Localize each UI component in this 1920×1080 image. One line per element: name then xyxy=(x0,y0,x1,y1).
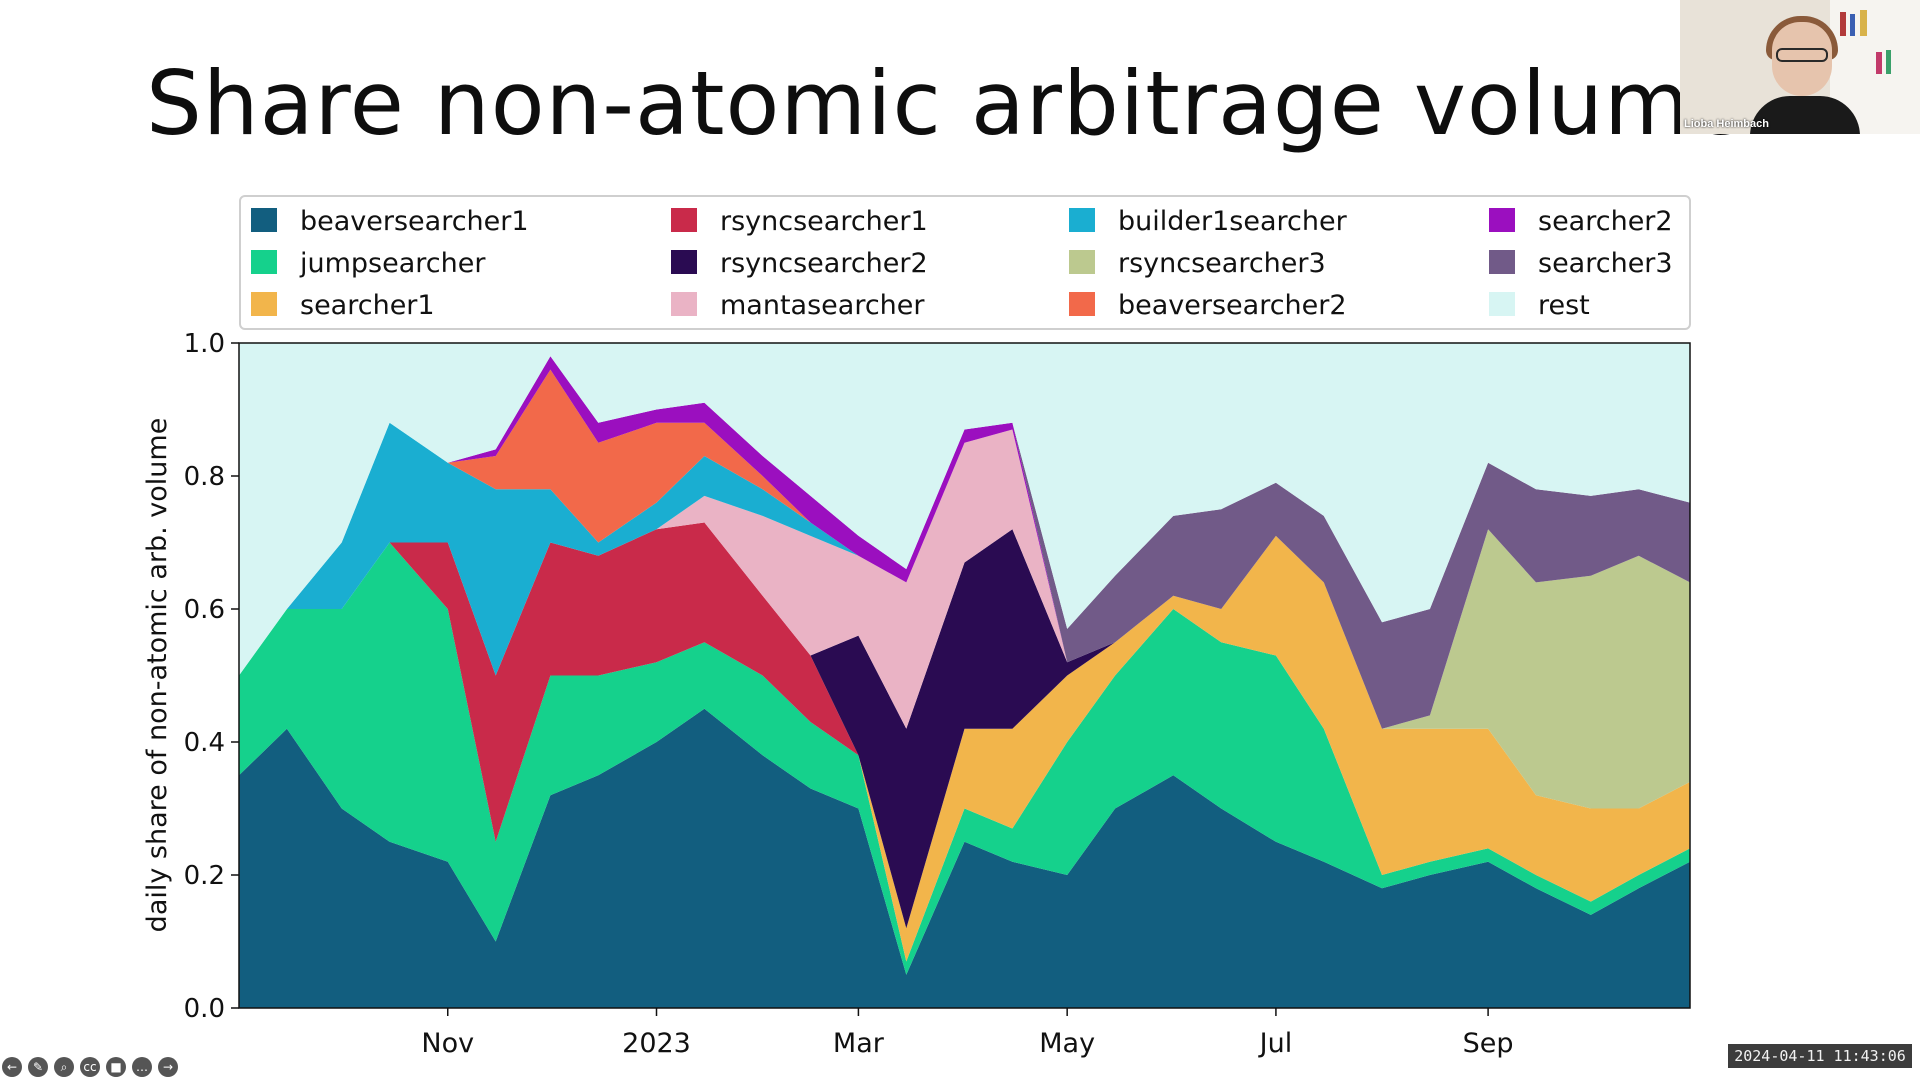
x-tick-label: Mar xyxy=(833,1028,885,1059)
legend-swatch-searcher1 xyxy=(251,292,277,316)
area-builder1searcher xyxy=(239,422,1690,809)
x-tick-label: Nov xyxy=(421,1028,474,1059)
y-tick-label: 1.0 xyxy=(184,329,225,359)
y-tick-label: 0.8 xyxy=(184,462,225,492)
legend-label-rsyncsearcher2: rsyncsearcher2 xyxy=(720,248,928,279)
webcam-video: Lioba Heimbach xyxy=(1680,0,1920,134)
area-rest xyxy=(239,343,1690,676)
area-mantasearcher xyxy=(239,429,1690,809)
legend-label-mantasearcher: mantasearcher xyxy=(720,290,925,321)
legend-label-beaversearcher2: beaversearcher2 xyxy=(1118,290,1347,321)
legend-swatch-rsyncsearcher3 xyxy=(1069,250,1095,274)
legend: beaversearcher1 jumpsearcher searcher1 rsyn… xyxy=(239,195,1691,330)
captions-icon[interactable]: cc xyxy=(80,1057,100,1077)
x-tick-label: Jul xyxy=(1258,1028,1293,1059)
back-arrow-icon[interactable]: ← xyxy=(2,1057,22,1077)
timestamp: 2024-04-11 11:43:06 xyxy=(1728,1044,1912,1068)
legend-label-searcher3: searcher3 xyxy=(1538,248,1673,279)
slide-title: Share non-atomic arbitrage volume xyxy=(146,52,1746,155)
legend-swatch-rest xyxy=(1489,292,1515,316)
participant-name: Lioba Heimbach xyxy=(1684,118,1769,130)
area-rsyncsearcher3 xyxy=(239,422,1690,809)
pen-icon[interactable]: ✎ xyxy=(28,1057,48,1077)
camera-icon[interactable]: ■ xyxy=(106,1057,126,1077)
legend-swatch-searcher2 xyxy=(1489,208,1515,232)
legend-frame xyxy=(239,195,1691,330)
y-axis: 0.0 0.2 0.4 0.6 0.8 1.0 xyxy=(184,329,239,1024)
presentation-toolbar: ← ✎ ⌕ cc ■ … → xyxy=(2,1057,178,1077)
zoom-icon[interactable]: ⌕ xyxy=(54,1057,74,1077)
plot-frame xyxy=(238,342,1691,1009)
area-searcher2 xyxy=(239,356,1690,729)
y-axis-label: daily share of non-atomic arb. volume xyxy=(142,418,173,933)
area-beaversearcher1 xyxy=(239,708,1690,1008)
area-rsyncsearcher1 xyxy=(239,522,1690,929)
legend-swatch-rsyncsearcher1 xyxy=(671,208,697,232)
legend-label-beaversearcher1: beaversearcher1 xyxy=(300,206,529,237)
legend-label-builder1searcher: builder1searcher xyxy=(1118,206,1348,237)
legend-label-rsyncsearcher3: rsyncsearcher3 xyxy=(1118,248,1326,279)
legend-swatch-beaversearcher1 xyxy=(251,208,277,232)
y-tick-label: 0.4 xyxy=(184,728,225,758)
legend-swatch-mantasearcher xyxy=(671,292,697,316)
area-beaversearcher2 xyxy=(239,369,1690,729)
legend-swatch-builder1searcher xyxy=(1069,208,1095,232)
area-searcher1 xyxy=(239,535,1690,962)
area-jumpsearcher xyxy=(239,542,1690,975)
x-axis: Nov 2023 Mar May Jul Sep xyxy=(421,1008,1514,1059)
legend-swatch-searcher3 xyxy=(1489,250,1515,274)
legend-swatch-jumpsearcher xyxy=(251,250,277,274)
legend-label-searcher1: searcher1 xyxy=(300,290,435,321)
area-rsyncsearcher2 xyxy=(239,522,1690,929)
legend-swatch-rsyncsearcher2 xyxy=(671,250,697,274)
area-series-group xyxy=(239,343,1690,1008)
x-tick-label: 2023 xyxy=(622,1028,691,1059)
legend-label-jumpsearcher: jumpsearcher xyxy=(299,248,486,279)
y-tick-label: 0.2 xyxy=(184,861,225,891)
x-tick-label: Sep xyxy=(1463,1028,1514,1059)
more-icon[interactable]: … xyxy=(132,1057,152,1077)
forward-arrow-icon[interactable]: → xyxy=(158,1057,178,1077)
legend-swatch-beaversearcher2 xyxy=(1069,292,1095,316)
legend-label-rest: rest xyxy=(1538,290,1590,321)
y-tick-label: 0.6 xyxy=(184,595,225,625)
x-tick-label: May xyxy=(1039,1028,1095,1059)
y-tick-label: 0.0 xyxy=(184,994,225,1024)
legend-label-rsyncsearcher1: rsyncsearcher1 xyxy=(720,206,928,237)
legend-label-searcher2: searcher2 xyxy=(1538,206,1673,237)
